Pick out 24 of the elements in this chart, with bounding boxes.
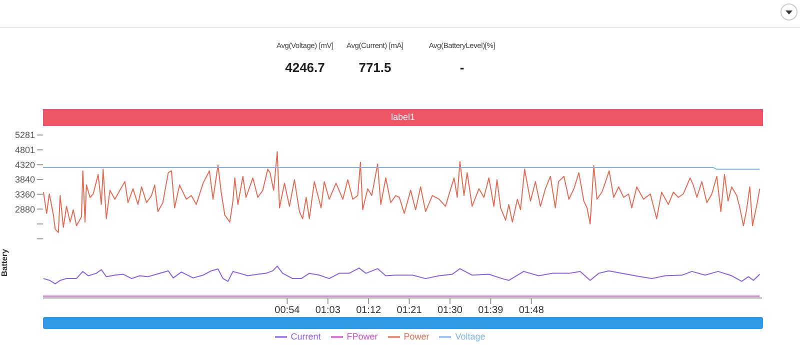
x-tick-label: 01:12 (356, 305, 382, 316)
y-tick-label: 5281 (14, 130, 35, 140)
y-axis-title: Battery (0, 248, 9, 276)
legend-label: Current (290, 331, 321, 342)
legend-label: Voltage (455, 331, 486, 342)
y-tick-label: 2880 (14, 204, 35, 214)
text: - (458, 60, 466, 75)
text: 4246.7 (284, 60, 326, 75)
x-tick-label: 01:39 (478, 305, 504, 316)
text: label1 (43, 109, 763, 126)
legend-label: Power (404, 331, 430, 342)
legend-label: FPower (346, 331, 378, 342)
line-series (43, 151, 760, 234)
y-tick-label: 4320 (14, 160, 35, 170)
y-tick-label: 3840 (14, 174, 35, 185)
x-tick-label: 01:48 (518, 305, 544, 316)
x-tick-label: 01:30 (437, 305, 463, 316)
x-tick-label: 01:21 (396, 305, 422, 316)
y-tick-label: 3360 (14, 189, 35, 200)
x-tick-label: 00:54 (274, 305, 300, 316)
x-tick-label: 01:03 (315, 305, 341, 316)
line-series (43, 266, 760, 284)
y-tick-label: 4801 (14, 145, 35, 156)
text: 771.5 (358, 60, 392, 75)
